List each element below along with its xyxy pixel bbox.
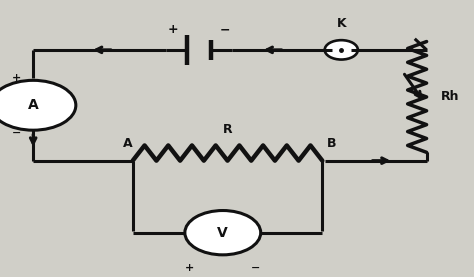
Circle shape: [185, 211, 261, 255]
Text: B: B: [327, 137, 337, 150]
Text: Rh: Rh: [441, 91, 459, 103]
Circle shape: [325, 40, 358, 60]
Text: −: −: [251, 263, 261, 273]
Text: +: +: [12, 73, 21, 83]
Circle shape: [0, 80, 76, 130]
Text: A: A: [28, 98, 38, 112]
Text: K: K: [337, 17, 346, 30]
Text: −: −: [12, 127, 21, 137]
Text: R: R: [223, 123, 232, 136]
Text: +: +: [168, 23, 178, 36]
Text: A: A: [123, 137, 133, 150]
Text: +: +: [185, 263, 194, 273]
Text: −: −: [220, 23, 230, 36]
Text: V: V: [218, 226, 228, 240]
